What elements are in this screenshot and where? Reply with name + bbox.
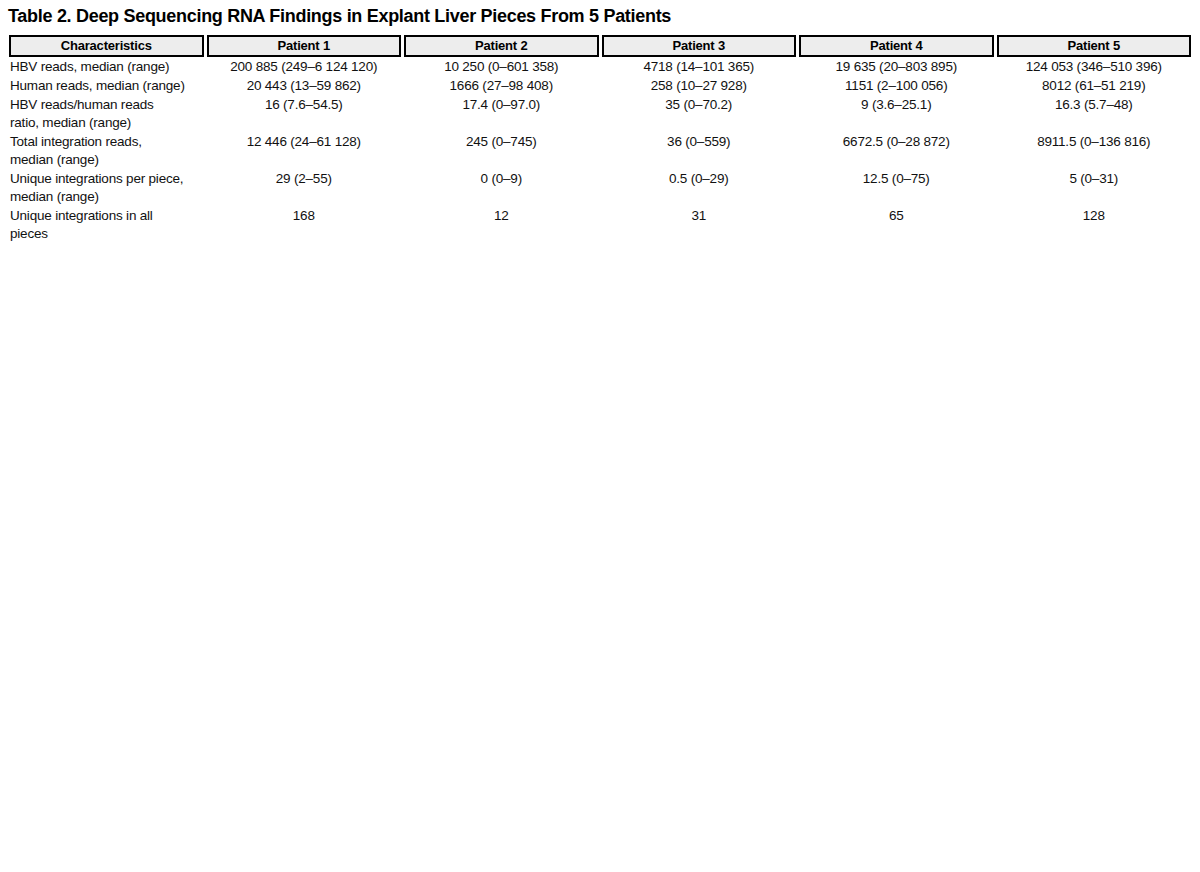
cell-value: 31	[602, 206, 797, 243]
column-header-patient-4: Patient 4	[799, 35, 994, 57]
column-header-patient-1: Patient 1	[207, 35, 402, 57]
cell-value: 9 (3.6–25.1)	[799, 95, 994, 132]
cell-value: 6672.5 (0–28 872)	[799, 132, 994, 169]
cell-value: 29 (2–55)	[207, 169, 402, 206]
table-row-human-reads: Human reads, median (range) 20 443 (13–5…	[9, 76, 1191, 95]
table-row-hbv-reads: HBV reads, median (range) 200 885 (249–6…	[9, 57, 1191, 76]
column-header-patient-5: Patient 5	[997, 35, 1192, 57]
column-header-patient-3: Patient 3	[602, 35, 797, 57]
row-label: Unique integrations in all pieces	[9, 206, 204, 243]
header-row: Characteristics Patient 1 Patient 2 Pati…	[9, 35, 1191, 57]
row-label: Human reads, median (range)	[9, 76, 204, 95]
cell-value: 17.4 (0–97.0)	[404, 95, 599, 132]
cell-value: 8911.5 (0–136 816)	[997, 132, 1192, 169]
table-row-unique-integrations-all-pieces: Unique integrations in all pieces 168 12…	[9, 206, 1191, 243]
cell-value: 16 (7.6–54.5)	[207, 95, 402, 132]
cell-value: 258 (10–27 928)	[602, 76, 797, 95]
row-label: HBV reads, median (range)	[9, 57, 204, 76]
cell-value: 35 (0–70.2)	[602, 95, 797, 132]
data-table: Characteristics Patient 1 Patient 2 Pati…	[6, 35, 1194, 243]
cell-value: 245 (0–745)	[404, 132, 599, 169]
cell-value: 0.5 (0–29)	[602, 169, 797, 206]
column-header-patient-2: Patient 2	[404, 35, 599, 57]
cell-value: 12.5 (0–75)	[799, 169, 994, 206]
cell-value: 65	[799, 206, 994, 243]
cell-value: 10 250 (0–601 358)	[404, 57, 599, 76]
cell-value: 1666 (27–98 408)	[404, 76, 599, 95]
cell-value: 16.3 (5.7–48)	[997, 95, 1192, 132]
row-label: Unique integrations per piece, median (r…	[9, 169, 204, 206]
cell-value: 20 443 (13–59 862)	[207, 76, 402, 95]
cell-value: 4718 (14–101 365)	[602, 57, 797, 76]
table-title: Table 2. Deep Sequencing RNA Findings in…	[8, 6, 1194, 27]
cell-value: 36 (0–559)	[602, 132, 797, 169]
page: Table 2. Deep Sequencing RNA Findings in…	[0, 0, 1200, 247]
cell-value: 1151 (2–100 056)	[799, 76, 994, 95]
table-row-hbv-human-ratio: HBV reads/human reads ratio, median (ran…	[9, 95, 1191, 132]
cell-value: 0 (0–9)	[404, 169, 599, 206]
cell-value: 12 446 (24–61 128)	[207, 132, 402, 169]
cell-value: 128	[997, 206, 1192, 243]
row-label: Total integration reads, median (range)	[9, 132, 204, 169]
cell-value: 124 053 (346–510 396)	[997, 57, 1192, 76]
cell-value: 19 635 (20–803 895)	[799, 57, 994, 76]
cell-value: 168	[207, 206, 402, 243]
table-row-total-integration-reads: Total integration reads, median (range) …	[9, 132, 1191, 169]
cell-value: 5 (0–31)	[997, 169, 1192, 206]
cell-value: 12	[404, 206, 599, 243]
cell-value: 200 885 (249–6 124 120)	[207, 57, 402, 76]
cell-value: 8012 (61–51 219)	[997, 76, 1192, 95]
row-label: HBV reads/human reads ratio, median (ran…	[9, 95, 204, 132]
column-header-characteristics: Characteristics	[9, 35, 204, 57]
table-row-unique-integrations-per-piece: Unique integrations per piece, median (r…	[9, 169, 1191, 206]
